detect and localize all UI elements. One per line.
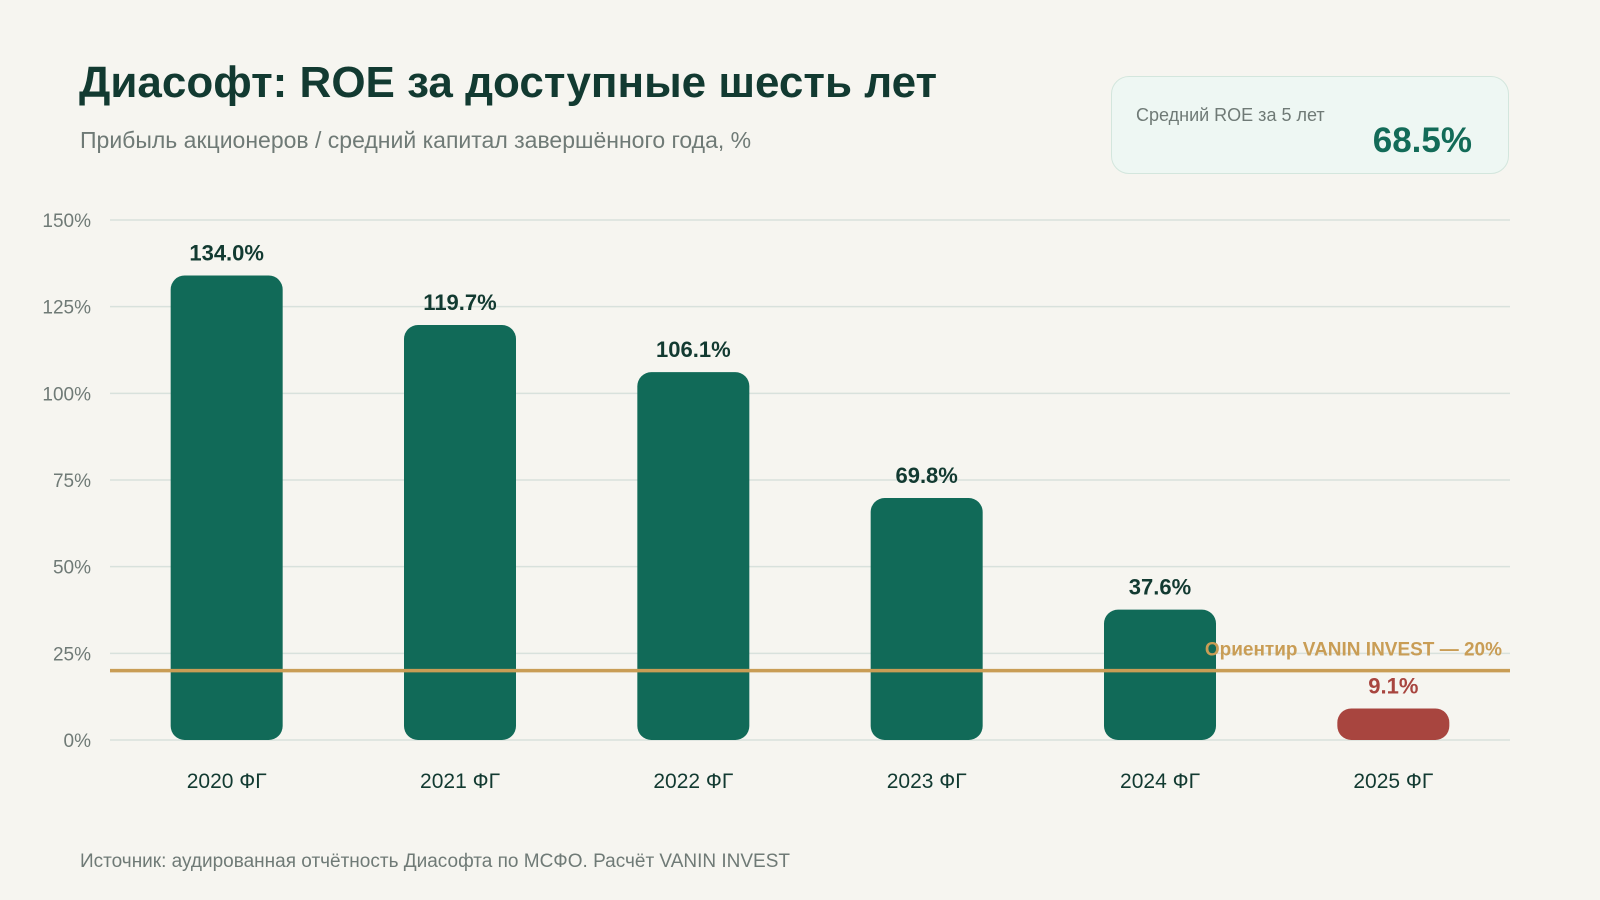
x-tick-label: 2025 ФГ [1353,770,1433,793]
y-axis-ticks: 0% 25% 50% 75% 100% 125% 150% [42,211,91,752]
x-tick-label: 2022 ФГ [653,770,733,793]
value-label: 9.1% [1368,673,1418,698]
bar-2025 [1337,708,1450,740]
value-label: 37.6% [1129,575,1191,600]
value-label: 134.0% [189,240,264,265]
chart-subtitle: Прибыль акционеров / средний капитал зав… [80,127,752,153]
average-roe-label: Средний ROE за 5 лет [1136,105,1325,125]
y-tick-label: 100% [42,384,91,405]
benchmark: Ориентир VANIN INVEST — 20% [110,640,1510,673]
average-roe-card: Средний ROE за 5 лет 68.5% [1111,76,1509,174]
y-tick-label: 150% [42,211,91,232]
x-tick-label: 2021 ФГ [420,770,500,793]
bar-2024 [1104,609,1216,740]
bar-2020 [170,275,283,740]
x-axis-labels: 2020 ФГ 2021 ФГ 2022 ФГ 2023 ФГ 2024 ФГ 2025 … [187,770,1434,793]
x-tick-label: 2024 ФГ [1120,770,1200,793]
y-tick-label: 75% [53,471,91,492]
y-tick-label: 0% [64,731,92,752]
y-tick-label: 25% [53,644,91,665]
chart-title: Диасофт: ROE за доступные шесть лет [79,58,938,107]
value-label: 119.7% [423,290,496,315]
y-tick-label: 50% [53,558,91,579]
x-tick-label: 2020 ФГ [187,770,267,793]
value-labels: 134.0% 119.7% 106.1% 69.8% 37.6% 9.1% [189,240,1418,698]
bars [170,275,1450,740]
bar-2023 [870,498,983,740]
y-tick-label: 125% [42,298,91,319]
grid-lines [110,219,1510,741]
benchmark-label: Ориентир VANIN INVEST — 20% [1205,640,1502,661]
x-tick-label: 2023 ФГ [887,770,967,793]
value-label: 69.8% [895,463,957,488]
average-roe-value: 68.5% [1372,121,1472,160]
source-note: Источник: аудированная отчётность Диасоф… [80,851,790,872]
value-label: 106.1% [656,337,731,362]
bar-2021 [404,325,516,740]
bar-2022 [637,372,750,740]
